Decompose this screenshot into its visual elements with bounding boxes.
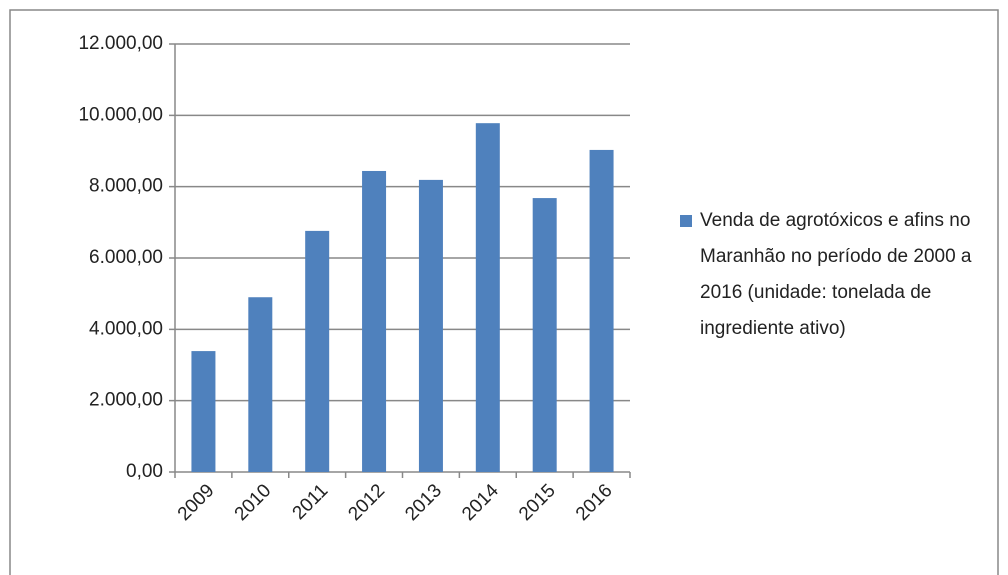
bar xyxy=(362,170,387,472)
bar xyxy=(589,149,614,472)
y-tick-label: 4.000,00 xyxy=(89,318,163,339)
bar xyxy=(475,123,500,473)
bar xyxy=(191,351,216,472)
legend: Venda de agrotóxicos e afins no Maranhão… xyxy=(680,203,1000,347)
x-tick-label: 2016 xyxy=(572,480,617,525)
x-tick-label: 2011 xyxy=(289,480,333,524)
y-tick-label: 10.000,00 xyxy=(78,104,163,125)
x-tick-label: 2013 xyxy=(401,480,446,525)
y-tick-label: 12.000,00 xyxy=(78,33,163,54)
x-tick-label: 2014 xyxy=(458,480,503,525)
bar xyxy=(418,179,443,472)
x-tick-label: 2012 xyxy=(344,480,389,525)
bar xyxy=(532,198,557,472)
bar xyxy=(248,297,273,472)
y-tick-label: 2.000,00 xyxy=(89,390,163,411)
legend-swatch xyxy=(680,215,692,227)
bar xyxy=(305,230,330,472)
y-tick-label: 6.000,00 xyxy=(89,247,163,268)
chart-border xyxy=(9,9,999,575)
y-tick-label: 8.000,00 xyxy=(89,176,163,197)
x-tick-label: 2009 xyxy=(174,480,219,525)
y-tick-label: 0,00 xyxy=(126,461,163,482)
legend-label: Venda de agrotóxicos e afins no Maranhão… xyxy=(700,210,972,339)
x-tick-label: 2010 xyxy=(231,480,276,525)
x-tick-label: 2015 xyxy=(515,480,560,525)
